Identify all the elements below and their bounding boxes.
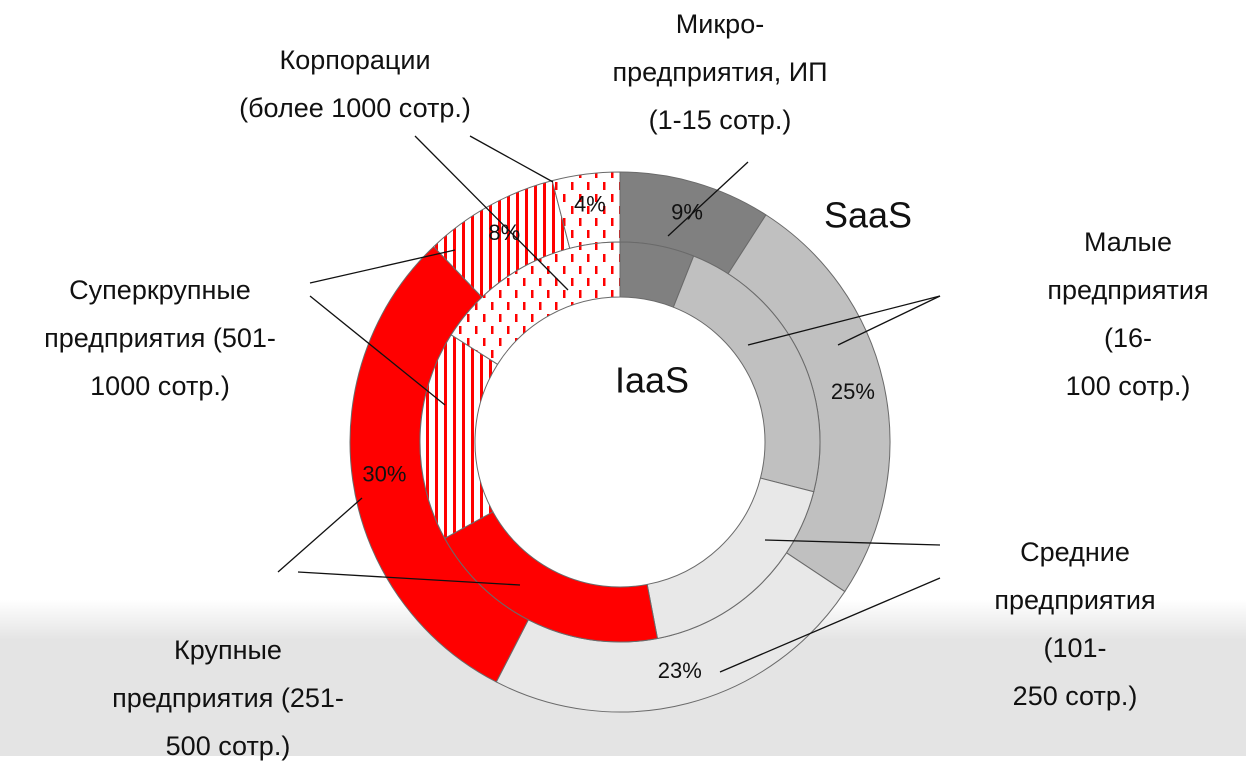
donut-segment xyxy=(450,241,621,365)
ring-label: SaaS xyxy=(824,195,912,236)
leader-line xyxy=(309,295,446,406)
category-label: Крупные предприятия (251- 500 сотр.) xyxy=(112,635,344,761)
value-label: 30% xyxy=(362,462,406,487)
value-label: 8% xyxy=(488,220,520,245)
value-label: 25% xyxy=(831,379,875,404)
leader-line xyxy=(297,571,521,586)
leader-line xyxy=(837,295,941,346)
leader-line xyxy=(277,497,363,573)
value-label: 23% xyxy=(658,658,702,683)
category-label: Средние предприятия (101- 250 сотр.) xyxy=(994,537,1156,711)
category-label: Суперкрупные предприятия (501- 1000 сотр… xyxy=(44,275,276,401)
value-label: 9% xyxy=(671,199,703,224)
ring-label: IaaS xyxy=(615,360,689,401)
leader-line xyxy=(469,135,554,183)
leader-line xyxy=(667,161,749,237)
category-label: Корпорации (более 1000 сотр.) xyxy=(239,45,471,123)
leader-line xyxy=(747,295,941,346)
leader-line xyxy=(719,577,941,673)
leader-line xyxy=(309,249,456,284)
category-label: Микро- предприятия, ИП (1-15 сотр.) xyxy=(612,9,828,135)
leader-line xyxy=(764,539,941,546)
category-label: Малые предприятия (16- 100 сотр.) xyxy=(1047,227,1209,401)
leader-lines xyxy=(277,135,941,673)
value-label: 4% xyxy=(574,192,606,217)
leader-line xyxy=(414,135,569,291)
